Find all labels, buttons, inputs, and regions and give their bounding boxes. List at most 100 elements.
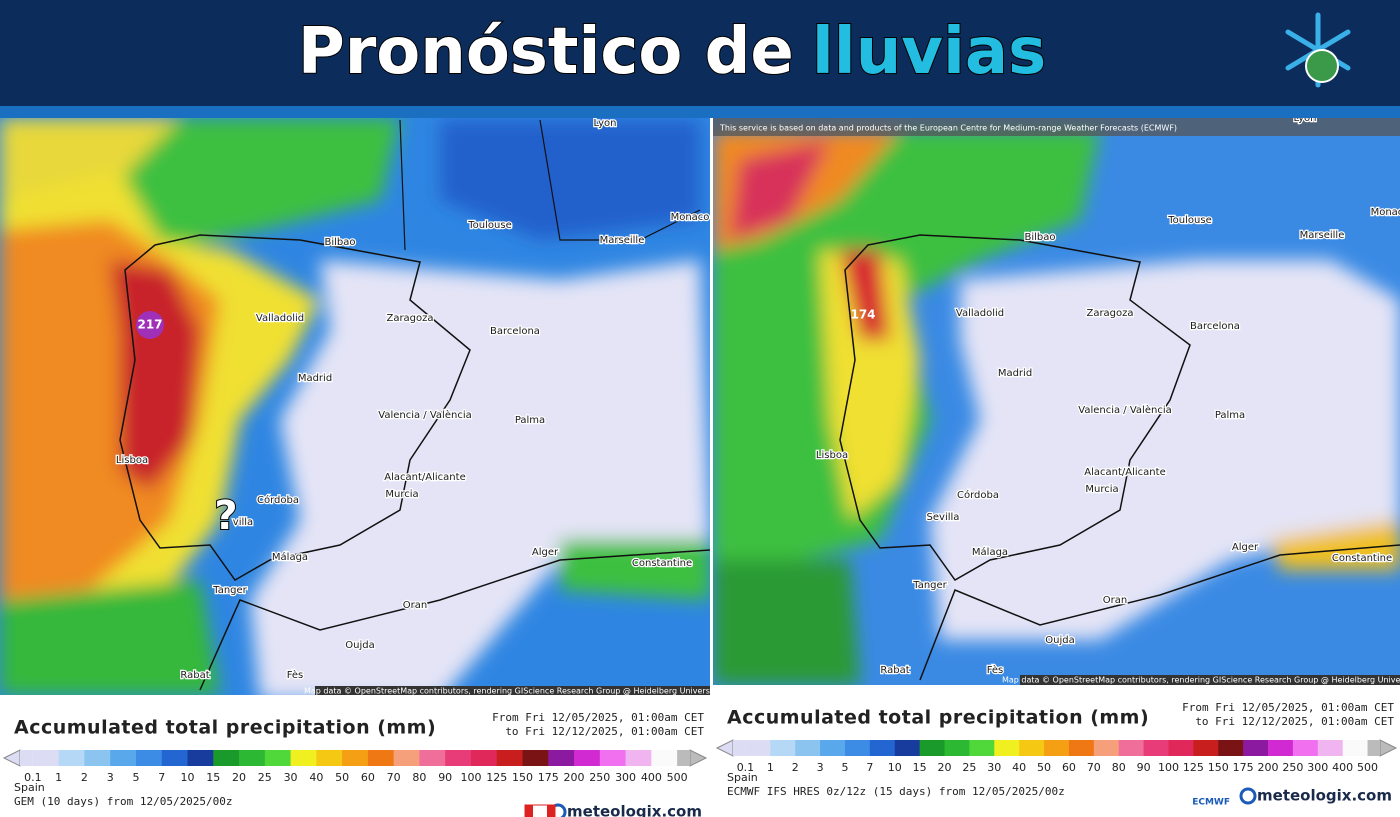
annotation: ? xyxy=(214,493,237,539)
color-swatch xyxy=(290,750,317,766)
scale-label: 90 xyxy=(1137,761,1151,774)
color-swatch xyxy=(599,750,627,766)
scale-label: 20 xyxy=(232,771,246,784)
scale-label: 500 xyxy=(667,771,688,784)
legend-from: From Fri 12/05/2025, 01:00am CET xyxy=(492,711,704,724)
color-swatch xyxy=(522,750,549,766)
scale-label: 90 xyxy=(438,771,452,784)
city-label: Lisboa xyxy=(816,450,848,461)
header-title: Pronóstico de lluvias xyxy=(298,15,1046,89)
scale-label: 100 xyxy=(460,771,481,784)
legend-region: Spain xyxy=(14,781,45,794)
legend-from: From Fri 12/05/2025, 01:00am CET xyxy=(1182,701,1394,714)
color-swatch xyxy=(445,750,472,766)
scale-label: 10 xyxy=(888,761,902,774)
city-label: Barcelona xyxy=(490,326,540,337)
color-swatch xyxy=(745,740,771,756)
map-right: This service is based on data and produc… xyxy=(713,118,1400,685)
scale-label: 80 xyxy=(412,771,426,784)
city-label: Valladolid xyxy=(256,313,304,324)
city-label: Marseille xyxy=(1300,230,1345,241)
color-swatch xyxy=(135,750,163,766)
color-swatch xyxy=(1292,740,1319,756)
scale-label: 60 xyxy=(361,771,375,784)
scale-label: 125 xyxy=(1183,761,1204,774)
arrow-high xyxy=(1379,739,1398,757)
city-label: Córdoba xyxy=(257,494,299,506)
scale-label: 5 xyxy=(841,761,848,774)
color-swatch xyxy=(419,750,446,766)
scale-label: 10 xyxy=(181,771,195,784)
arrow-low xyxy=(2,749,21,767)
city-label: Málaga xyxy=(972,546,1008,558)
header-bg xyxy=(0,0,1400,106)
scale-label: 250 xyxy=(1282,761,1303,774)
color-swatch xyxy=(795,740,821,756)
scale-label: 100 xyxy=(1158,761,1179,774)
city-label: Marseille xyxy=(600,235,645,246)
city-label: Bilbao xyxy=(1024,232,1055,243)
color-swatch xyxy=(919,740,946,756)
brand: meteologix.com xyxy=(1257,787,1392,805)
scale-label: 70 xyxy=(387,771,401,784)
swatch-first xyxy=(20,750,33,766)
color-swatch xyxy=(1268,740,1294,756)
city-label: Córdoba xyxy=(957,489,999,501)
city-label: Bilbao xyxy=(324,237,355,248)
swatch-last xyxy=(1367,740,1380,756)
scale-label: 15 xyxy=(913,761,927,774)
legend-title: Accumulated total precipitation (mm) xyxy=(727,707,1149,729)
brand: meteologix.com xyxy=(567,803,702,817)
swatch-first xyxy=(733,740,746,756)
legend-to: to Fri 12/12/2025, 01:00am CET xyxy=(505,725,704,738)
legend-model: ECMWF IFS HRES 0z/12z (15 days) from 12/… xyxy=(727,785,1065,798)
scale-label: 2 xyxy=(81,771,88,784)
city-label: Palma xyxy=(515,415,545,426)
city-label: Oujda xyxy=(1045,635,1074,646)
map-left: 217 ? Map data © OpenStreetMap contribut… xyxy=(0,118,710,695)
color-swatch xyxy=(548,750,575,766)
city-label: Valladolid xyxy=(956,308,1004,319)
color-swatch xyxy=(1317,740,1344,756)
legend-title: Accumulated total precipitation (mm) xyxy=(14,717,436,739)
scale-label: 2 xyxy=(792,761,799,774)
notice: This service is based on data and produc… xyxy=(719,124,1177,133)
brand-icon xyxy=(1239,787,1257,805)
color-swatch xyxy=(1118,740,1145,756)
swatch-last xyxy=(677,750,690,766)
city-label: Madrid xyxy=(298,373,332,384)
scale-label: 200 xyxy=(1258,761,1279,774)
color-swatch xyxy=(213,750,240,766)
scale-label: 50 xyxy=(1037,761,1051,774)
city-label: Zaragoza xyxy=(1086,308,1133,319)
logo xyxy=(1285,12,1351,88)
scale-label: 500 xyxy=(1357,761,1378,774)
legend-model: GEM (10 days) from 12/05/2025/00z xyxy=(14,795,233,808)
city-label: Constantine xyxy=(1332,553,1392,564)
scale-label: 250 xyxy=(589,771,610,784)
scale-label: 0.1 xyxy=(737,761,755,774)
color-swatch xyxy=(651,750,678,766)
scale-label: 30 xyxy=(987,761,1001,774)
color-swatch xyxy=(470,750,498,766)
city-label: Málaga xyxy=(272,551,308,563)
color-swatch xyxy=(342,750,369,766)
scale-label: 1 xyxy=(55,771,62,784)
max-label: 174 xyxy=(850,308,875,322)
city-label: Alger xyxy=(532,547,559,558)
city-label: Tanger xyxy=(212,585,247,596)
city-label: Lyon xyxy=(593,118,616,129)
color-swatch xyxy=(161,750,188,766)
scale-label: 40 xyxy=(1012,761,1026,774)
scale-label: 3 xyxy=(107,771,114,784)
scale-label: 400 xyxy=(641,771,662,784)
city-label: Oran xyxy=(1103,595,1127,606)
color-swatch xyxy=(944,740,970,756)
scale-label: 0.1 xyxy=(24,771,42,784)
color-swatch xyxy=(1342,740,1369,756)
color-swatch xyxy=(187,750,214,766)
color-swatch xyxy=(969,740,995,756)
city-label: Barcelona xyxy=(1190,321,1240,332)
arrow-low xyxy=(715,739,734,757)
city-label: Alacant/Alicante xyxy=(384,472,465,483)
